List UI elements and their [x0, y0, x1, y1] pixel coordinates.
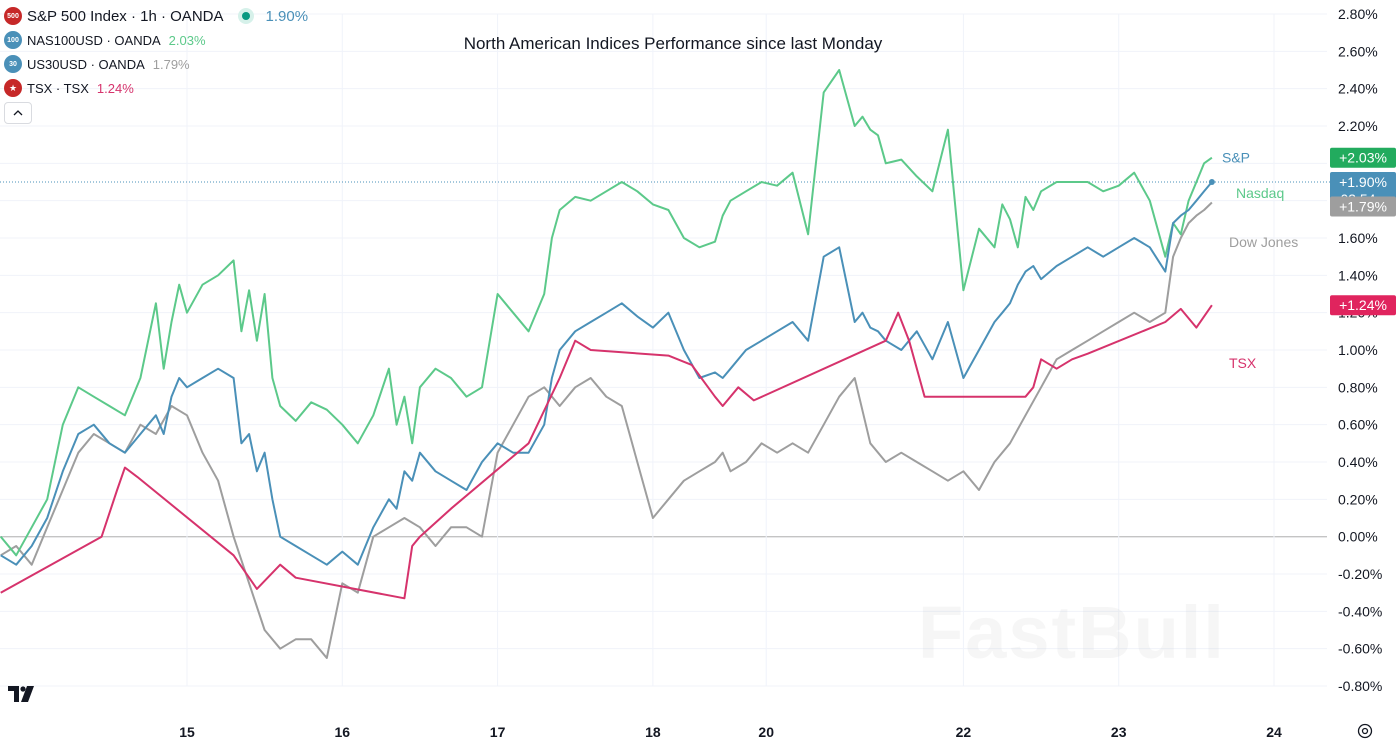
- sp500-badge-icon: 500: [4, 7, 22, 25]
- y-tick-label: 1.60%: [1338, 230, 1378, 246]
- end-label-dow: Dow Jones: [1229, 234, 1298, 250]
- legend-nasdaq-name: NAS100USD · OANDA: [27, 32, 161, 48]
- end-label-sp: S&P: [1222, 150, 1250, 166]
- legend-tsx-value: 1.24%: [96, 80, 134, 96]
- y-tick-label: 0.20%: [1338, 491, 1378, 507]
- y-tick-label: 0.60%: [1338, 417, 1378, 433]
- price-label-sp: +1.90%: [1339, 174, 1387, 190]
- sp-last-point: [1208, 179, 1215, 185]
- x-tick-label: 23: [1111, 724, 1127, 740]
- legend-nasdaq-value: 2.03%: [168, 32, 206, 48]
- x-tick-label: 24: [1266, 724, 1282, 740]
- x-tick-label: 17: [490, 724, 506, 740]
- y-tick-label: -0.80%: [1338, 678, 1382, 694]
- tradingview-logo-icon[interactable]: [8, 686, 40, 702]
- y-tick-label: 0.00%: [1338, 529, 1378, 545]
- y-tick-label: 2.60%: [1338, 43, 1378, 59]
- x-tick-label: 18: [645, 724, 661, 740]
- end-label-tsx: TSX: [1229, 355, 1257, 371]
- price-label-nasdaq: +2.03%: [1339, 150, 1387, 166]
- y-tick-label: 2.80%: [1338, 6, 1378, 22]
- series-line-tsx[interactable]: [0, 304, 1213, 600]
- price-label-tsx-bg: [1330, 295, 1396, 316]
- legend: 500 S&P 500 Index · 1h · OANDA 1.90% 100…: [4, 4, 308, 124]
- series-line-nasdaq[interactable]: [0, 69, 1213, 557]
- nas100-badge-icon: 100: [4, 31, 22, 49]
- series-layer: [0, 69, 1215, 659]
- gear-icon[interactable]: [1356, 722, 1374, 740]
- market-open-icon: [241, 12, 250, 20]
- legend-sp-value: 1.90%: [265, 7, 309, 25]
- series-line-dow[interactable]: [0, 201, 1213, 659]
- x-tick-label: 20: [758, 724, 774, 740]
- fastbull-watermark: FastBull: [918, 591, 1226, 674]
- legend-sp-name: S&P 500 Index · 1h · OANDA: [27, 7, 224, 25]
- legend-dow-name: US30USD · OANDA: [27, 56, 145, 72]
- legend-row-tsx[interactable]: ★ TSX · TSX 1.24%: [4, 76, 308, 100]
- label-layer: 2.80%2.60%2.40%2.20%1.80%1.60%1.40%1.20%…: [179, 6, 1396, 740]
- series-line-sp[interactable]: [0, 181, 1213, 566]
- price-label-dow-bg: [1330, 196, 1396, 217]
- legend-dow-value: 1.79%: [152, 56, 190, 72]
- y-tick-label: 2.20%: [1338, 118, 1378, 134]
- legend-row-dow[interactable]: 30 US30USD · OANDA 1.79%: [4, 52, 308, 76]
- chart-title: North American Indices Performance since…: [463, 34, 883, 53]
- y-tick-label: 0.80%: [1338, 379, 1378, 395]
- collapse-legend-button[interactable]: [4, 102, 32, 124]
- y-tick-label: 1.40%: [1338, 267, 1378, 283]
- legend-row-nasdaq[interactable]: 100 NAS100USD · OANDA 2.03%: [4, 28, 308, 52]
- price-label-dow: +1.79%: [1339, 199, 1387, 215]
- grid: [0, 13, 1330, 687]
- y-tick-label: -0.60%: [1338, 641, 1382, 657]
- end-label-nasdaq: Nasdaq: [1236, 185, 1284, 201]
- y-tick-label: 2.40%: [1338, 81, 1378, 97]
- chevron-up-icon: [13, 110, 23, 116]
- tsx-badge-icon: ★: [4, 79, 22, 97]
- legend-tsx-name: TSX · TSX: [27, 80, 89, 96]
- y-tick-label: -0.40%: [1338, 603, 1382, 619]
- y-tick-label: -0.20%: [1338, 566, 1382, 582]
- x-tick-label: 15: [179, 724, 195, 740]
- legend-row-sp[interactable]: 500 S&P 500 Index · 1h · OANDA 1.90%: [4, 4, 308, 28]
- y-tick-label: 1.00%: [1338, 342, 1378, 358]
- y-tick-label: 0.40%: [1338, 454, 1378, 470]
- x-tick-label: 16: [334, 724, 350, 740]
- price-label-tsx: +1.24%: [1339, 297, 1387, 313]
- price-label-nasdaq-bg: [1330, 147, 1396, 168]
- x-tick-label: 22: [956, 724, 972, 740]
- us30-badge-icon: 30: [4, 55, 22, 73]
